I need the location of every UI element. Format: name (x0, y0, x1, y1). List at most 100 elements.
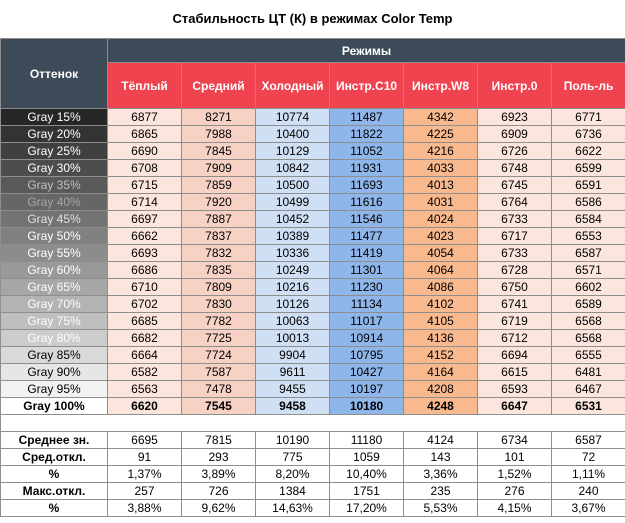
table-cell: 10389 (255, 227, 330, 245)
table-cell: 11419 (329, 244, 404, 262)
table-cell: 6877 (107, 108, 182, 126)
stats-cell: 8,20% (255, 465, 330, 483)
stats-label: Макс.откл. (0, 482, 108, 500)
table-cell: 10795 (329, 346, 404, 364)
stats-cell: 726 (181, 482, 256, 500)
table-cell: 6694 (477, 346, 552, 364)
table-cell: 6702 (107, 295, 182, 313)
stats-cell: 1,37% (107, 465, 182, 483)
table-cell: 11693 (329, 176, 404, 194)
stats-cell: 3,67% (550, 499, 625, 517)
table-cell: 4248 (403, 397, 478, 415)
mode-column-header: Поль-ль (550, 62, 625, 109)
table-cell: 9458 (255, 397, 330, 415)
table-cell: 4102 (403, 295, 478, 313)
stats-cell: 10190 (255, 431, 330, 449)
table-cell: 6555 (550, 346, 625, 364)
gray-level-label: Gray 40% (0, 193, 108, 211)
gray-level-label: Gray 65% (0, 278, 108, 296)
table-cell: 6712 (477, 329, 552, 347)
stats-label: % (0, 465, 108, 483)
gray-level-label: Gray 75% (0, 312, 108, 330)
table-cell: 6531 (550, 397, 625, 415)
table-row: Gray 85% 6664 7724 9904 10795 4152 6694 6555 (0, 346, 625, 364)
gray-level-label: Gray 95% (0, 380, 108, 398)
table-cell: 11477 (329, 227, 404, 245)
table-cell: 6693 (107, 244, 182, 262)
table-cell: 7782 (181, 312, 256, 330)
table-cell: 4208 (403, 380, 478, 398)
table-cell: 7724 (181, 346, 256, 364)
table-row: Gray 50% 6662 7837 10389 11477 4023 6717 6553 (0, 227, 625, 245)
table-cell: 4031 (403, 193, 478, 211)
stats-cell: 14,63% (255, 499, 330, 517)
stats-cell: 1059 (329, 448, 404, 466)
stats-cell: 6734 (477, 431, 552, 449)
table-cell: 7830 (181, 295, 256, 313)
table-cell: 6586 (550, 193, 625, 211)
stats-cell: 6587 (550, 431, 625, 449)
table-cell: 6587 (550, 244, 625, 262)
table-cell: 11546 (329, 210, 404, 228)
table-row: Gray 65% 6710 7809 10216 11230 4086 6750 6602 (0, 278, 625, 296)
stats-cell: 1751 (329, 482, 404, 500)
table-cell: 6686 (107, 261, 182, 279)
table-cell: 6726 (477, 142, 552, 160)
table-cell: 6771 (550, 108, 625, 126)
table-cell: 6719 (477, 312, 552, 330)
table-cell: 6593 (477, 380, 552, 398)
table-cell: 9455 (255, 380, 330, 398)
table-cell: 4064 (403, 261, 478, 279)
table-row: Gray 55% 6693 7832 10336 11419 4054 6733 6587 (0, 244, 625, 262)
gray-level-label: Gray 15% (0, 108, 108, 126)
table-cell: 10249 (255, 261, 330, 279)
table-cell: 10126 (255, 295, 330, 313)
table-cell: 6553 (550, 227, 625, 245)
stats-row: Макс.откл. 257 726 1384 1751 235 276 240 (0, 482, 625, 500)
stats-cell: 775 (255, 448, 330, 466)
table-cell: 4023 (403, 227, 478, 245)
table-cell: 6662 (107, 227, 182, 245)
gray-level-label: Gray 35% (0, 176, 108, 194)
table-cell: 7845 (181, 142, 256, 160)
table-cell: 6714 (107, 193, 182, 211)
gray-level-label: Gray 80% (0, 329, 108, 347)
table-row: Gray 70% 6702 7830 10126 11134 4102 6741 6589 (0, 295, 625, 313)
table-cell: 10774 (255, 108, 330, 126)
table-cell: 6736 (550, 125, 625, 143)
table-cell: 6909 (477, 125, 552, 143)
table-cell: 6467 (550, 380, 625, 398)
table-cell: 10842 (255, 159, 330, 177)
stats-cell: 10,40% (329, 465, 404, 483)
table-cell: 7835 (181, 261, 256, 279)
table-cell: 6708 (107, 159, 182, 177)
table-row: Gray 45% 6697 7887 10452 11546 4024 6733 6584 (0, 210, 625, 228)
stats-cell: 235 (403, 482, 478, 500)
mode-column-header: Холодный (255, 62, 330, 109)
table-cell: 6582 (107, 363, 182, 381)
stats-row: Сред.откл. 91 293 775 1059 143 101 72 (0, 448, 625, 466)
gray-level-label: Gray 25% (0, 142, 108, 160)
table-cell: 4225 (403, 125, 478, 143)
table-cell: 7545 (181, 397, 256, 415)
stats-cell: 276 (477, 482, 552, 500)
gray-level-label: Gray 70% (0, 295, 108, 313)
table-cell: 6715 (107, 176, 182, 194)
table-cell: 6733 (477, 244, 552, 262)
table-cell: 11017 (329, 312, 404, 330)
stats-cell: 3,89% (181, 465, 256, 483)
stats-cell: 91 (107, 448, 182, 466)
table-cell: 11822 (329, 125, 404, 143)
stats-cell: 72 (550, 448, 625, 466)
table-cell: 11616 (329, 193, 404, 211)
stats-cell: 9,62% (181, 499, 256, 517)
table-cell: 7809 (181, 278, 256, 296)
gray-level-label: Gray 30% (0, 159, 108, 177)
table-cell: 6685 (107, 312, 182, 330)
table-title: Стабильность ЦТ (К) в режимах Color Temp (172, 11, 453, 26)
table-cell: 4342 (403, 108, 478, 126)
spacer-row (0, 414, 625, 432)
stats-cell: 3,88% (107, 499, 182, 517)
table-cell: 6728 (477, 261, 552, 279)
table-cell: 6682 (107, 329, 182, 347)
